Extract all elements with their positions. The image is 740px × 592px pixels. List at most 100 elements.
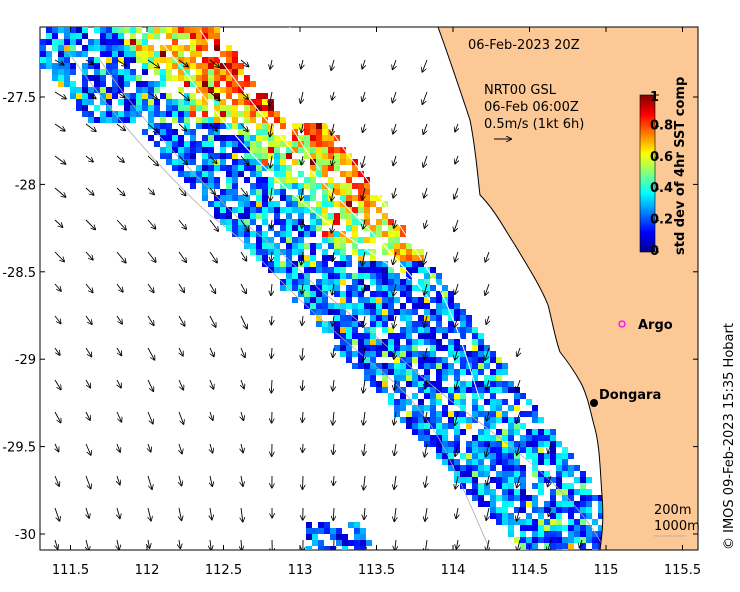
current-vector — [210, 411, 213, 420]
sst-cell — [412, 375, 418, 381]
sst-cell — [208, 123, 214, 129]
sst-cell — [304, 291, 310, 297]
sst-cell — [406, 315, 412, 321]
sst-cell — [436, 417, 442, 423]
sst-cell — [274, 135, 280, 141]
sst-cell — [292, 123, 298, 129]
sst-cell — [286, 267, 292, 273]
current-vector — [147, 347, 155, 360]
sst-cell — [208, 141, 214, 147]
sst-cell — [568, 519, 574, 525]
sst-cell — [76, 51, 82, 57]
sst-cell — [214, 111, 220, 117]
current-vector — [148, 443, 151, 452]
current-vector — [301, 91, 304, 103]
sst-cell — [250, 99, 256, 105]
sst-cell — [562, 507, 568, 513]
sst-cell — [406, 309, 412, 315]
sst-cell — [436, 411, 442, 417]
sst-cell — [166, 75, 172, 81]
sst-cell — [232, 141, 238, 147]
sst-cell — [268, 243, 274, 249]
sst-cell — [400, 351, 406, 357]
sst-cell — [256, 153, 262, 159]
sst-cell — [256, 165, 262, 171]
current-vector — [456, 539, 458, 549]
current-vector — [302, 283, 303, 294]
sst-cell — [304, 285, 310, 291]
sst-cell — [336, 534, 342, 540]
sst-cell — [448, 369, 454, 375]
sst-cell — [520, 483, 526, 489]
sst-cell — [124, 57, 130, 63]
sst-cell — [190, 135, 196, 141]
sst-cell — [172, 99, 178, 105]
sst-cell — [136, 27, 142, 33]
sst-cell — [418, 255, 424, 261]
current-vector — [454, 219, 459, 231]
current-vector — [54, 507, 60, 521]
sst-cell — [418, 429, 424, 435]
sst-cell — [496, 459, 502, 465]
sst-cell — [424, 273, 430, 279]
sst-cell — [304, 123, 310, 129]
sst-cell — [418, 321, 424, 327]
sst-cell — [232, 171, 238, 177]
sst-cell — [274, 147, 280, 153]
sst-cell — [64, 51, 70, 57]
sst-cell — [112, 27, 118, 33]
sst-cell — [520, 549, 526, 550]
sst-cell — [370, 201, 376, 207]
sst-cell — [202, 177, 208, 183]
sst-cell — [400, 405, 406, 411]
current-vector — [116, 283, 123, 292]
sst-cell — [334, 267, 340, 273]
sst-cell — [250, 165, 256, 171]
sst-cell — [256, 141, 262, 147]
sst-cell — [292, 285, 298, 291]
sst-cell — [382, 273, 388, 279]
sst-cell — [262, 153, 268, 159]
sst-cell — [292, 249, 298, 255]
sst-cell — [166, 159, 172, 165]
sst-cell — [268, 237, 274, 243]
current-vector — [332, 91, 334, 100]
sst-cell — [472, 363, 478, 369]
sst-cell — [448, 303, 454, 309]
sst-cell — [262, 135, 268, 141]
sst-cell — [472, 453, 478, 459]
sst-cell — [166, 105, 172, 111]
sst-cell — [556, 441, 562, 447]
current-vector — [240, 187, 247, 196]
sst-cell — [508, 531, 514, 537]
sst-cell — [124, 81, 130, 87]
sst-cell — [142, 33, 148, 39]
sst-cell — [364, 201, 370, 207]
sst-cell — [328, 273, 334, 279]
colorbar — [639, 94, 656, 253]
sst-cell — [82, 111, 88, 117]
sst-cell — [478, 447, 484, 453]
sst-cell — [214, 135, 220, 141]
current-vector — [209, 251, 217, 263]
sst-cell — [586, 507, 592, 513]
sst-cell — [466, 453, 472, 459]
sst-cell — [454, 429, 460, 435]
sst-cell — [394, 333, 400, 339]
sst-cell — [562, 471, 568, 477]
sst-cell — [298, 219, 304, 225]
current-vector — [394, 475, 396, 489]
sst-cell — [598, 495, 604, 501]
sst-cell — [442, 345, 448, 351]
sst-cell — [124, 111, 130, 117]
sst-cell — [322, 201, 328, 207]
sst-cell — [472, 339, 478, 345]
sst-cell — [382, 231, 388, 237]
sst-cell — [238, 87, 244, 93]
sst-cell — [490, 381, 496, 387]
sst-cell — [190, 81, 196, 87]
sst-cell — [526, 435, 532, 441]
sst-cell — [388, 291, 394, 297]
sst-cell — [232, 99, 238, 105]
current-vector — [147, 251, 156, 262]
